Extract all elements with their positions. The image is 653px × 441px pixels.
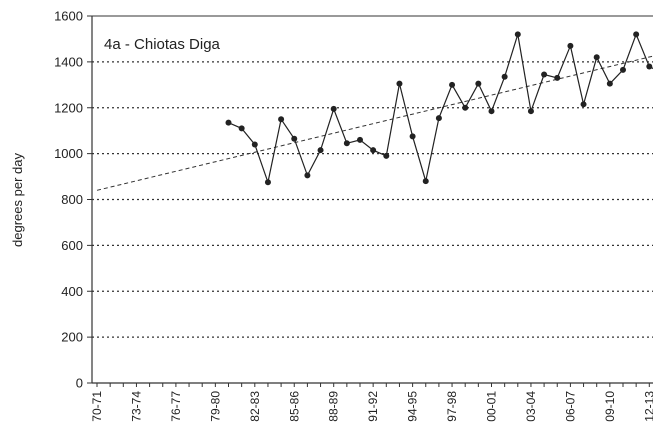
x-tick-label: 00-01 — [485, 391, 499, 422]
data-point — [304, 172, 311, 179]
x-tick-labels: 70-71 73-74 76-77 79-80 82-83 85-86 88-89 91-92… — [90, 383, 653, 422]
data-point — [567, 42, 574, 49]
data-point — [633, 31, 640, 38]
chart-title: 4a - Chiotas Diga — [104, 36, 221, 53]
x-tick-label: 12-13 — [642, 391, 653, 422]
data-point — [330, 105, 337, 112]
data-point — [343, 140, 350, 147]
data-point — [501, 73, 508, 80]
series-polyline — [228, 32, 653, 185]
y-tick-label: 1400 — [54, 54, 83, 69]
x-tick-label: 73-74 — [129, 391, 143, 422]
x-tick-label: 94-95 — [406, 391, 420, 422]
data-point — [370, 147, 377, 154]
data-point — [606, 80, 613, 87]
y-tick-label: 1200 — [54, 100, 83, 115]
y-tick-label: 200 — [61, 330, 83, 345]
data-point — [449, 81, 456, 88]
data-point — [422, 178, 429, 185]
data-point — [620, 66, 626, 73]
x-tick-label: 79-80 — [208, 391, 222, 422]
y-tick-label: 400 — [61, 284, 83, 299]
y-tick-label: 1600 — [54, 9, 83, 24]
data-point — [264, 179, 271, 186]
y-tick-label: 0 — [76, 376, 83, 391]
y-tick-labels: 0 200 400 600 800 1000 1200 1400 1600 — [54, 9, 92, 391]
x-tick-label: 76-77 — [169, 391, 183, 422]
data-point — [514, 31, 521, 38]
trendline — [96, 55, 653, 191]
x-tick-label: 88-89 — [327, 391, 341, 422]
data-point — [646, 63, 653, 70]
x-tick-label: 97-98 — [445, 391, 459, 422]
data-point — [238, 125, 245, 132]
data-points — [225, 31, 653, 186]
data-point — [278, 116, 285, 123]
data-point — [554, 74, 561, 81]
y-tick-label: 1000 — [54, 146, 83, 161]
x-tick-label: 06-07 — [563, 391, 577, 422]
data-point — [462, 104, 469, 111]
data-point — [593, 54, 600, 61]
data-point — [541, 71, 548, 78]
y-tick-label: 800 — [61, 192, 83, 207]
data-point — [396, 80, 403, 87]
x-tick-label: 70-71 — [90, 391, 104, 422]
data-point — [225, 119, 232, 126]
data-point — [488, 108, 495, 115]
y-axis-label: degrees per day — [10, 153, 25, 247]
data-point — [580, 101, 587, 108]
data-point — [357, 136, 363, 143]
data-point — [317, 147, 324, 154]
data-point — [383, 152, 390, 159]
x-tick-label: 03-04 — [524, 391, 538, 422]
data-point — [291, 135, 298, 142]
data-point — [527, 108, 534, 115]
data-point — [251, 141, 258, 148]
data-point — [435, 115, 442, 122]
y-tick-label: 600 — [61, 238, 83, 253]
grid-lines — [92, 61, 653, 338]
x-tick-label: 82-83 — [248, 391, 262, 422]
data-point — [475, 80, 482, 87]
x-tick-label: 09-10 — [603, 391, 617, 422]
data-point — [409, 133, 416, 140]
series-line — [228, 32, 653, 185]
x-tick-label: 85-86 — [287, 391, 301, 422]
x-tick-label: 91-92 — [366, 391, 380, 422]
